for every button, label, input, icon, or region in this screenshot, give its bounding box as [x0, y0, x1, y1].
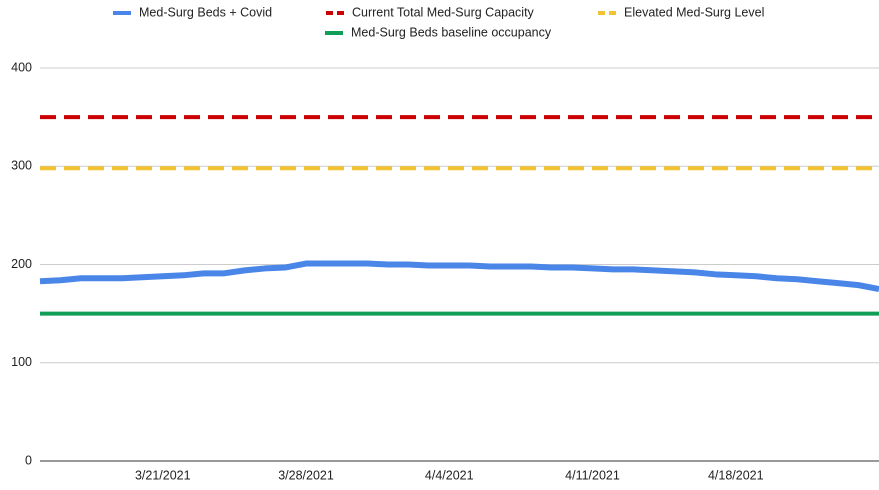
- x-tick-label: 4/11/2021: [565, 468, 620, 482]
- legend-label: Med-Surg Beds baseline occupancy: [351, 25, 552, 39]
- y-tick-label: 200: [11, 257, 32, 271]
- legend-label: Current Total Med-Surg Capacity: [352, 5, 535, 19]
- x-tick-label: 4/18/2021: [708, 468, 764, 482]
- y-tick-label: 400: [11, 60, 32, 74]
- legend-label: Med-Surg Beds + Covid: [139, 5, 272, 19]
- y-tick-label: 100: [11, 355, 32, 369]
- data-line: [39, 260, 879, 293]
- y-tick-label: 0: [25, 453, 32, 467]
- x-tick-label: 4/4/2021: [425, 468, 474, 482]
- y-tick-label: 300: [11, 159, 32, 173]
- x-tick-label: 3/21/2021: [135, 468, 191, 482]
- x-tick-label: 3/28/2021: [278, 468, 334, 482]
- legend-label: Elevated Med-Surg Level: [624, 5, 764, 19]
